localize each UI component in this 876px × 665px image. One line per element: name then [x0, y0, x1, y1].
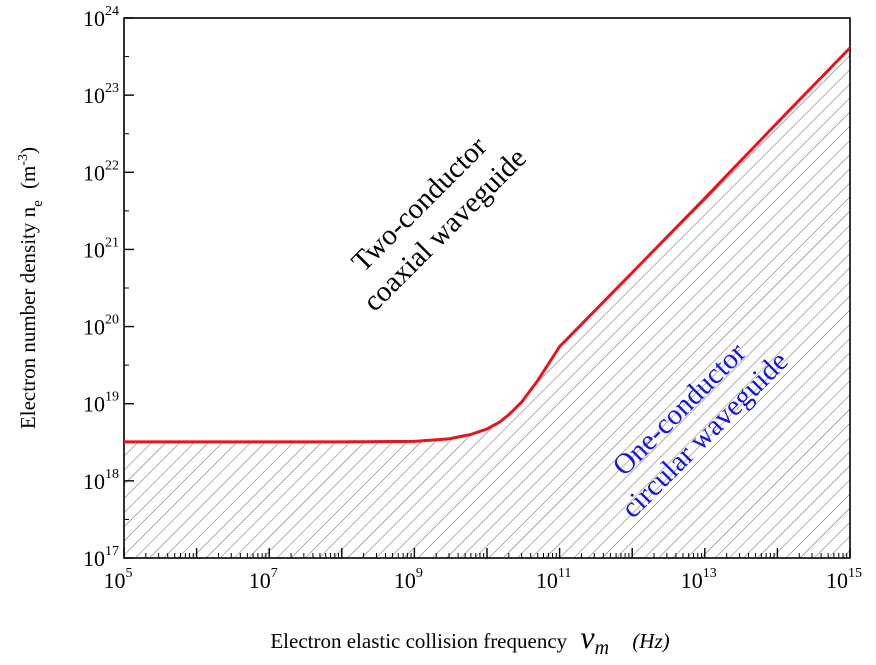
- x-axis-unit: (Hz): [632, 629, 669, 653]
- x-axis-title-text: Electron elastic collision frequency: [270, 629, 567, 653]
- y-tick-label: 1023: [83, 81, 119, 108]
- y-axis-unit-exp: -3: [16, 154, 31, 166]
- y-axis-unit-close: ): [16, 147, 40, 154]
- x-axis-symbol-sub: m: [595, 637, 609, 659]
- x-tick-label: 107: [249, 566, 278, 593]
- x-axis-title: Electron elastic collision frequency νm …: [270, 619, 669, 659]
- x-tick-label: 1013: [681, 566, 717, 593]
- y-axis-title-text: Electron number density n: [16, 206, 40, 429]
- x-tick-labels: 105 107 109 1011 1013 1015: [104, 566, 863, 593]
- x-tick-label: 1011: [536, 566, 571, 593]
- x-tick-label: 1015: [826, 566, 862, 593]
- y-tick-label: 1024: [83, 4, 119, 31]
- y-axis-title-sub: e: [30, 200, 46, 207]
- y-axis-unit-open: (m: [16, 166, 40, 189]
- y-tick-label: 1020: [83, 313, 119, 340]
- y-axis-title: Electron number density ne (m-3): [16, 147, 47, 429]
- boundary-curve: [124, 46, 850, 444]
- minor-ticks: [124, 56, 848, 558]
- x-tick-label: 105: [104, 566, 133, 593]
- y-tick-label: 1021: [83, 235, 119, 262]
- y-tick-label: 1017: [83, 544, 119, 571]
- y-tick-label: 1018: [83, 467, 119, 494]
- x-tick-label: 109: [394, 566, 423, 593]
- y-tick-label: 1022: [83, 158, 119, 185]
- plot-frame: [123, 17, 851, 559]
- hatched-region: [124, 47, 850, 558]
- y-tick-label: 1019: [83, 390, 119, 417]
- x-axis-symbol: ν: [580, 619, 595, 655]
- y-tick-labels: 1017 1018 1019 1020 1021 1022 1023 1024: [83, 4, 119, 571]
- region-label-two-conductor: Two-conductor coaxial waveguide: [346, 130, 533, 317]
